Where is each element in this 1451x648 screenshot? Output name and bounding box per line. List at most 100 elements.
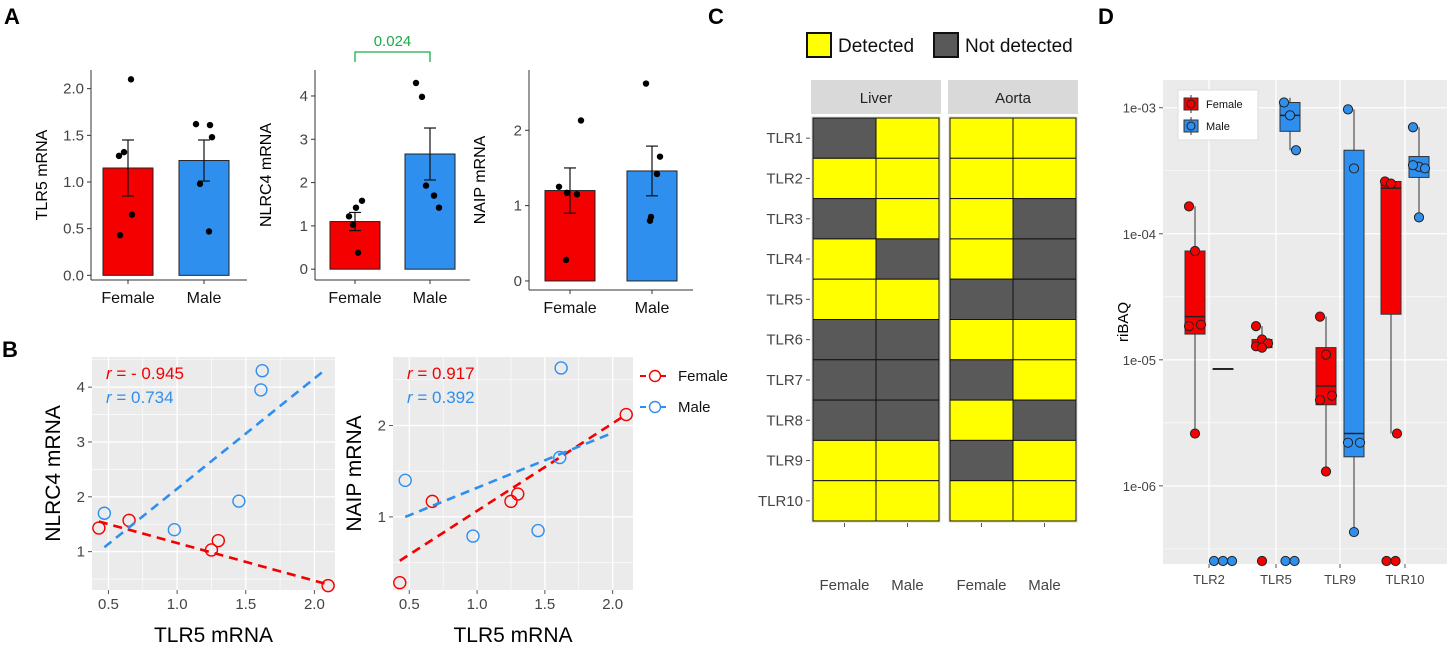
x-tick-label: 2.0	[602, 596, 623, 613]
fit-line-female	[98, 520, 329, 586]
correlation-label-female: r = 0.917	[407, 364, 475, 383]
y-tick-label: 1e-05	[1123, 353, 1156, 368]
scatter-point-male	[466, 529, 480, 543]
data-point	[422, 182, 430, 189]
boxplot-point	[1348, 163, 1360, 174]
y-axis-title: NAIP mRNA	[343, 415, 366, 531]
x-tick-label: 1.0	[167, 596, 188, 613]
legend-label: Male	[1206, 121, 1230, 133]
boxplot-point	[1342, 104, 1354, 115]
fit-line-male	[404, 431, 614, 519]
box-female	[1315, 347, 1337, 406]
y-tick-label: 2	[77, 489, 85, 506]
data-point	[349, 221, 357, 228]
y-tick-label: TLR6	[766, 332, 803, 349]
facet-strip	[948, 80, 1078, 114]
plot-background	[393, 357, 633, 590]
scatter-point-male	[553, 450, 567, 465]
legend-key-point	[1186, 121, 1196, 131]
boxplot-point	[1189, 245, 1201, 257]
panel-label-a: A	[4, 4, 20, 29]
heatmap-cell	[949, 319, 1014, 361]
scatter-point-male	[398, 473, 412, 488]
scatter-point-male	[554, 361, 568, 375]
y-tick-label: 0	[300, 261, 308, 278]
boxplot-point	[1326, 390, 1338, 401]
boxplot-point	[1320, 349, 1332, 360]
heatmap-cell	[949, 117, 1014, 159]
y-tick-label: TLR10	[758, 493, 803, 510]
x-tick-label: 0.5	[399, 596, 420, 613]
x-tick-label: Female	[328, 290, 381, 307]
heatmap-cell	[1012, 359, 1077, 401]
correlation-r-symbol: r	[407, 388, 414, 407]
heatmap-cell	[949, 439, 1014, 482]
correlation-r-symbol: r	[106, 388, 113, 407]
heatmap-cell	[812, 157, 877, 200]
boxplot-point	[1385, 178, 1397, 189]
boxplot-chart: 1e-06 1e-05 1e-04 1e-03 TLR2 TLR5 TLR9 TLR10 riB…	[1115, 80, 1447, 587]
scatter-point-male	[255, 364, 269, 378]
boxplot-point	[1348, 526, 1360, 538]
y-tick-label: 1	[77, 544, 85, 561]
legend-label: Female	[678, 368, 728, 385]
data-point	[192, 120, 200, 128]
scatter-point-female	[92, 521, 106, 535]
correlation-label-female: r = - 0.945	[106, 364, 184, 383]
y-tick-label: 4	[77, 379, 85, 396]
x-tick-label: TLR10	[1385, 572, 1424, 587]
floor-point	[1390, 555, 1401, 567]
heatmap-cell	[875, 439, 940, 482]
x-tick-label: 1.5	[235, 596, 256, 613]
heatmap-cell	[949, 278, 1014, 321]
data-point	[352, 204, 360, 211]
boxplot-point	[1250, 321, 1262, 332]
boxplot-point	[1413, 212, 1425, 223]
data-point	[120, 148, 128, 156]
y-tick-label: TLR8	[766, 412, 803, 429]
box-female	[1380, 180, 1402, 315]
boxplot-point	[1407, 122, 1419, 133]
heatmap-cell	[949, 198, 1014, 240]
y-tick-label: TLR7	[766, 372, 803, 389]
heatmap-cell	[1012, 439, 1077, 482]
facet-label: Aorta	[995, 90, 1032, 107]
y-tick-label: TLR4	[766, 251, 803, 268]
data-point	[555, 183, 563, 190]
box-male	[1343, 149, 1365, 458]
y-tick-label: TLR3	[766, 211, 803, 228]
data-point	[573, 191, 581, 198]
heatmap-cell	[812, 439, 877, 482]
facet-strip	[811, 80, 941, 114]
facet-label: Liver	[860, 90, 893, 107]
heatmap-cell	[949, 157, 1014, 200]
data-point	[116, 232, 124, 239]
correlation-r-symbol: r	[407, 364, 414, 383]
correlation-label-male: r = 0.734	[106, 388, 174, 407]
heatmap-cell	[812, 399, 877, 441]
y-tick-label: 2	[378, 418, 386, 435]
floor-point	[1381, 555, 1392, 567]
heatmap-cell	[875, 157, 940, 200]
x-axis-title: TLR5 mRNA	[453, 624, 572, 647]
floor-point	[1256, 555, 1268, 567]
heatmap-cell	[875, 319, 940, 361]
legend-swatch	[806, 32, 832, 58]
floor-point	[1226, 555, 1238, 567]
data-point	[205, 228, 213, 235]
y-tick-label: 2	[300, 175, 308, 192]
heatmap-cell	[812, 480, 877, 522]
boxplot-point	[1195, 319, 1207, 330]
y-tick-label: 2.0	[63, 81, 84, 98]
x-tick-label: 1.5	[534, 596, 555, 613]
x-tick-label: Female	[819, 577, 869, 594]
floor-point	[1289, 555, 1300, 567]
y-tick-label: 3	[77, 434, 85, 451]
data-point	[563, 189, 571, 197]
data-point	[412, 79, 420, 87]
y-tick-label: 4	[300, 88, 308, 105]
x-tick-label: Male	[891, 577, 924, 594]
y-tick-label: TLR5	[766, 291, 803, 308]
bar-chart-a1: 0.0 0.5 1.0 1.5 2.0 TLR5 mRNA Female Male	[34, 70, 247, 307]
data-point	[354, 249, 362, 256]
